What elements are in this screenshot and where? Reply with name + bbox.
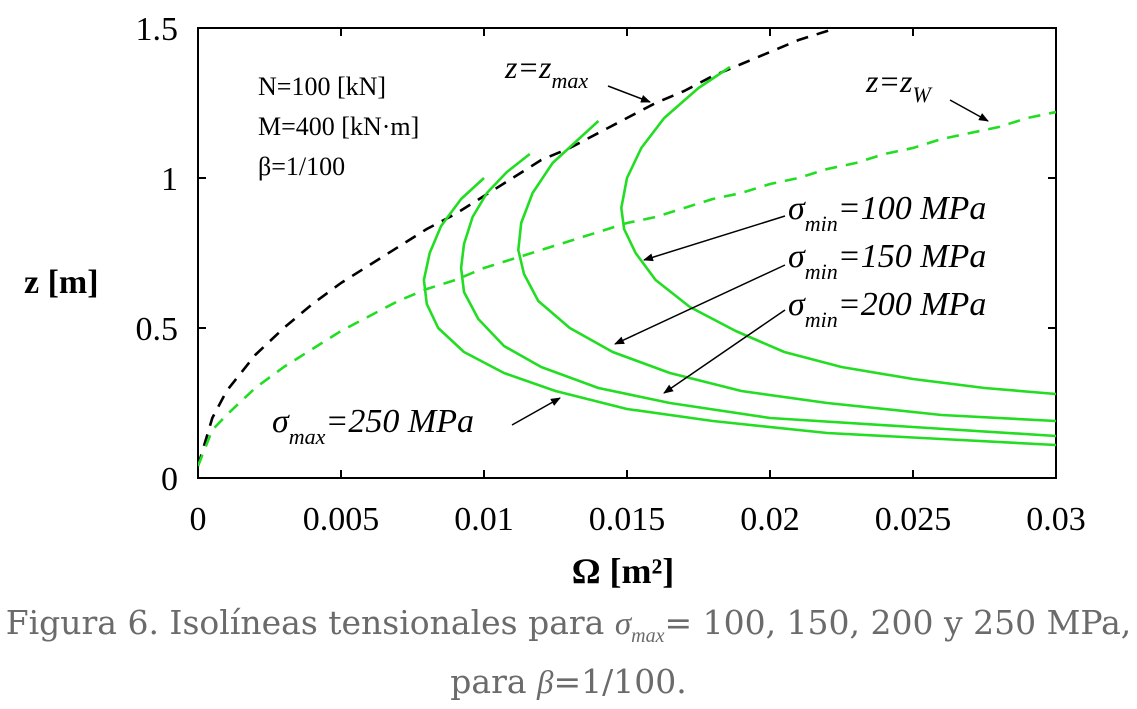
y-tick-label: 0.5 [136, 311, 179, 348]
param-m: M=400 [kN·m] [258, 112, 419, 141]
label-smin100: σmin=100 MPa [788, 190, 986, 236]
figure-caption: Figura 6. Isolíneas tensionales para σma… [0, 600, 1137, 706]
y-tick-label: 0 [161, 461, 178, 498]
arrow-smin100 [643, 215, 786, 262]
label-zmax: z=zmax [504, 49, 588, 93]
series-layer [198, 28, 1056, 467]
param-n: N=100 [kN] [258, 72, 386, 101]
chart-figure: 0 0.005 0.01 0.015 0.02 0.025 0.03 0 0.5 1 1.5 N=1… [24, 11, 1086, 591]
arrow-smin200 [663, 309, 786, 394]
x-tick-label: 0.02 [740, 501, 800, 538]
x-tick-label: 0.015 [589, 501, 666, 538]
y-axis-label: z [m] [24, 264, 99, 301]
series-line-5 [422, 177, 1056, 447]
label-zw: z=zW [865, 63, 933, 107]
series-line-0 [198, 28, 837, 467]
arrow-smax250 [511, 397, 561, 426]
series-line-4 [459, 152, 1056, 438]
x-axis-label: Ω [m²] [572, 551, 675, 591]
arrow-smin150 [614, 264, 786, 345]
caption-line-2: para β=1/100. [450, 661, 687, 701]
label-smin150: σmin=150 MPa [788, 238, 986, 284]
y-tick-label: 1 [161, 161, 178, 198]
arrow-zw [949, 99, 989, 122]
series-line-3 [516, 120, 1056, 423]
axis-ticks: 0 0.005 0.01 0.015 0.02 0.025 0.03 0 0.5 1 1.5 [136, 11, 1086, 538]
x-tick-label: 0.03 [1026, 501, 1086, 538]
label-smin200: σmin=200 MPa [788, 286, 986, 332]
series-line-1 [198, 110, 1056, 467]
x-tick-label: 0 [190, 501, 207, 538]
caption-line-1: Figura 6. Isolíneas tensionales para σma… [5, 603, 1132, 647]
y-tick-label: 1.5 [136, 11, 179, 48]
x-tick-label: 0.025 [875, 501, 952, 538]
x-tick-label: 0.01 [454, 501, 514, 538]
label-smax250: σmax=250 MPa [272, 403, 474, 449]
x-tick-label: 0.005 [303, 501, 380, 538]
arrow-zmax [607, 85, 651, 103]
param-beta: β=1/100 [258, 152, 345, 181]
series-line-2 [619, 65, 1056, 396]
